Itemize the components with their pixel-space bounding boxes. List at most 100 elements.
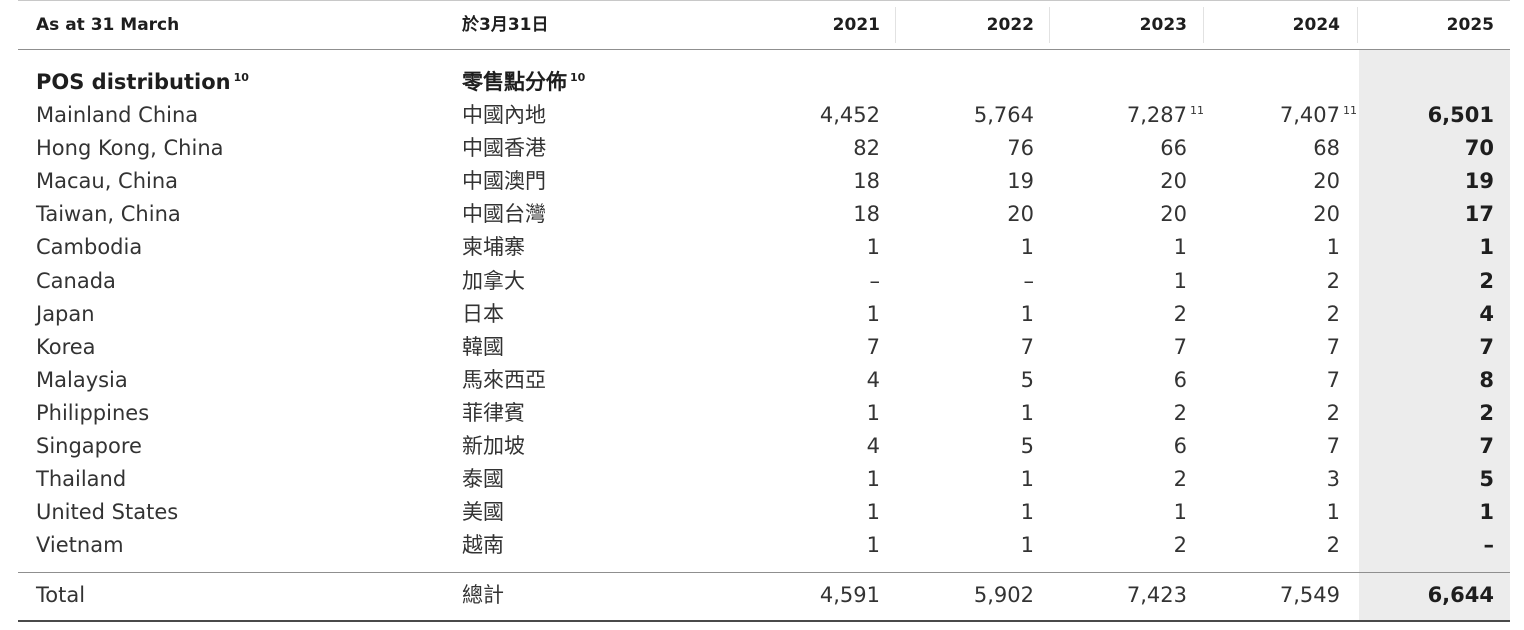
- cell-value: 1: [866, 401, 880, 425]
- cell-value: 18: [853, 169, 880, 193]
- cell-2023: 2: [1174, 399, 1187, 427]
- cell-2022: 7: [1021, 333, 1034, 361]
- cell-value: 1: [1020, 467, 1034, 491]
- row-label-en: Canada: [36, 269, 116, 293]
- cell-2021: 1: [867, 498, 880, 526]
- row-label-zh: 菲律賓: [462, 401, 525, 425]
- table-row: Hong Kong, China 中國香港 82 76 66 68 70: [0, 134, 1524, 162]
- cell-2022: 19: [1007, 167, 1034, 195]
- cell-2021: 7: [867, 333, 880, 361]
- cell-value: 20: [1007, 202, 1034, 226]
- cell-value: 7: [866, 335, 880, 359]
- table-row: Cambodia 柬埔寨 1 1 1 1 1: [0, 233, 1524, 261]
- cell-2025: 5: [1479, 465, 1494, 493]
- cell-value: 5,764: [973, 103, 1034, 127]
- cell-2022: 5,764: [974, 101, 1034, 129]
- cell-2024: 7: [1327, 333, 1340, 361]
- cell-2025: 4: [1479, 300, 1494, 328]
- row-label-en: Vietnam: [36, 533, 124, 557]
- cell-2025: 6,501: [1428, 101, 1494, 129]
- cell-2024: 68: [1313, 134, 1340, 162]
- footnote-marker: 10: [233, 71, 249, 84]
- cell-2023: 7,287 11: [1126, 103, 1204, 127]
- cell-2022: 1: [1021, 531, 1034, 559]
- cell-2024: 7: [1327, 432, 1340, 460]
- cell-2025: –: [1484, 531, 1495, 559]
- table-header: As at 31 March 於3月31日 2021 2022 2023 202…: [0, 12, 1524, 38]
- cell-value: 20: [1313, 169, 1340, 193]
- cell-value: 20: [1160, 202, 1187, 226]
- cell-2025: 7: [1479, 333, 1494, 361]
- header-divider: [1357, 7, 1358, 43]
- cell-value: 2: [1326, 269, 1340, 293]
- cell-2025: 17: [1465, 200, 1494, 228]
- cell-2021: 1: [867, 233, 880, 261]
- cell-value: 1: [1020, 500, 1034, 524]
- cell-value: 1: [1479, 500, 1494, 524]
- cell-value: 6: [1173, 434, 1187, 458]
- cell-2021: 18: [853, 167, 880, 195]
- cell-2024: 3: [1327, 465, 1340, 493]
- row-label-zh: 中國香港: [462, 136, 546, 160]
- cell-2022: 20: [1007, 200, 1034, 228]
- row-label-en: United States: [36, 500, 179, 524]
- row-label-zh: 馬來西亞: [462, 368, 546, 392]
- cell-2021: –: [870, 267, 881, 295]
- cell-value: 2: [1173, 467, 1187, 491]
- cell-value: 1: [866, 533, 880, 557]
- row-label-zh: 中國台灣: [462, 202, 546, 226]
- cell-2022: 76: [1007, 134, 1034, 162]
- cell-value: 8: [1479, 368, 1494, 392]
- row-label-en: Taiwan, China: [36, 202, 181, 226]
- cell-2023: 2: [1174, 465, 1187, 493]
- total-2022: 5,902: [973, 583, 1034, 607]
- cell-2023: 66: [1160, 134, 1187, 162]
- cell-2023: 1: [1174, 498, 1187, 526]
- cell-2022: 1: [1021, 300, 1034, 328]
- cell-value: 70: [1464, 136, 1494, 160]
- cell-2025: 1: [1479, 498, 1494, 526]
- row-label-zh: 日本: [462, 302, 504, 326]
- header-label-zh: 於3月31日: [462, 15, 549, 35]
- cell-value: 4: [1479, 302, 1494, 326]
- cell-2024: 7: [1327, 366, 1340, 394]
- cell-value: 2: [1326, 401, 1340, 425]
- cell-value: 5: [1020, 368, 1034, 392]
- cell-value: 2: [1326, 302, 1340, 326]
- cell-value: 1: [1326, 500, 1340, 524]
- cell-value: 7,287: [1126, 103, 1187, 127]
- cell-2023: 20: [1160, 200, 1187, 228]
- cell-value: 19: [1464, 169, 1494, 193]
- cell-value: 82: [853, 136, 880, 160]
- cell-value: 2: [1479, 401, 1494, 425]
- row-label-en: Singapore: [36, 434, 142, 458]
- cell-2025: 2: [1479, 399, 1494, 427]
- cell-2021: 1: [867, 465, 880, 493]
- header-year-2022: 2022: [986, 15, 1034, 35]
- cell-value: 1: [866, 500, 880, 524]
- total-2025: 6,644: [1427, 583, 1494, 607]
- cell-value: 7: [1326, 335, 1340, 359]
- cell-value: 1: [1173, 235, 1187, 259]
- cell-2024: 7,407 11: [1279, 103, 1357, 127]
- cell-2023: 6: [1174, 432, 1187, 460]
- total-label-zh: 總計: [462, 583, 504, 607]
- cell-value: 66: [1160, 136, 1187, 160]
- row-label-zh: 加拿大: [462, 269, 525, 293]
- cell-2023: 1: [1174, 233, 1187, 261]
- cell-value: 1: [1173, 269, 1187, 293]
- total-label-en: Total: [36, 583, 86, 607]
- cell-value: 7: [1173, 335, 1187, 359]
- row-label-zh: 中國內地: [462, 103, 546, 127]
- header-year-2024: 2024: [1292, 15, 1340, 35]
- cell-value: 20: [1160, 169, 1187, 193]
- cell-value: 2: [1326, 533, 1340, 557]
- total-row: Total 總計 4,591 5,902 7,423 7,549 6,644: [0, 581, 1524, 609]
- cell-2023: 20: [1160, 167, 1187, 195]
- cell-2021: 82: [853, 134, 880, 162]
- row-label-zh: 泰國: [462, 467, 504, 491]
- table-row: Thailand 泰國 1 1 2 3 5: [0, 465, 1524, 493]
- cell-2022: 5: [1021, 366, 1034, 394]
- cell-2024: 20: [1313, 167, 1340, 195]
- header-label-en: As at 31 March: [36, 15, 180, 35]
